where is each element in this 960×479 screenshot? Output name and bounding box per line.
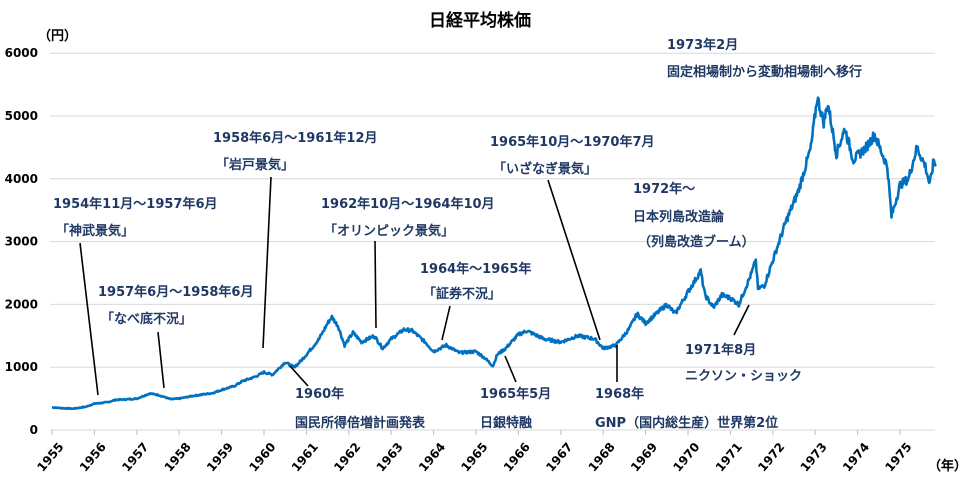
x-tick-label: 1970 — [670, 440, 702, 475]
y-tick-label: 3000 — [5, 235, 38, 249]
annotation-period: 1964年～1965年 — [420, 261, 531, 277]
x-tick-label: 1963 — [374, 440, 406, 475]
leader-line-izanagi — [547, 179, 601, 341]
annotation-period: 1973年2月 — [667, 37, 738, 53]
x-tick-label: 1973 — [798, 440, 830, 475]
leader-line-iwato — [262, 176, 272, 349]
x-tick-label: 1962 — [331, 440, 363, 475]
x-tick-label: 1955 — [34, 440, 66, 475]
leader-line-income-doubling — [289, 365, 309, 387]
annotation-period: 1962年10月～1964年10月 — [321, 196, 495, 212]
y-tick-label: 5000 — [5, 109, 38, 123]
annotation-label: （列島改造ブーム） — [638, 234, 755, 250]
x-tick-label: 1966 — [501, 440, 533, 475]
leader-line-boj — [504, 355, 517, 383]
y-axis-unit: （円） — [38, 28, 77, 44]
annotation-period: 1958年6月～1961年12月 — [213, 130, 378, 146]
y-tick-label: 1000 — [5, 360, 38, 374]
leader-line-nabezoko — [157, 331, 165, 389]
annotation-label: ニクソン・ショック — [685, 369, 802, 384]
x-tick-label: 1957 — [119, 440, 151, 475]
x-tick-label: 1972 — [755, 440, 787, 475]
y-tick-label: 0 — [30, 423, 38, 437]
y-tick-label: 4000 — [5, 172, 38, 186]
x-tick-label: 1961 — [289, 440, 321, 475]
annotation-period: 1965年10月～1970年7月 — [490, 134, 655, 150]
annotation-label: GNP（国内総生産）世界第2位 — [595, 415, 778, 431]
x-axis-unit: （年） — [928, 458, 960, 474]
leader-line-olympic — [374, 240, 377, 329]
chart-title: 日経平均株価 — [429, 10, 531, 31]
x-tick-label: 1965 — [458, 440, 490, 475]
annotation-label: 固定相場制から変動相場制へ移行 — [667, 64, 862, 80]
y-tick-label: 2000 — [5, 297, 38, 311]
x-tick-label: 1974 — [840, 440, 872, 475]
y-tick-label: 6000 — [5, 46, 38, 60]
annotation-label: 「神武景気」 — [56, 223, 134, 239]
x-tick-label: 1969 — [628, 440, 660, 475]
annotation-label: 「オリンピック景気」 — [324, 223, 454, 239]
x-tick-label: 1964 — [416, 440, 448, 475]
annotation-period: 1954年11月～1957年6月 — [53, 196, 218, 212]
annotation-period: 1971年8月 — [685, 342, 756, 358]
annotation-label: 国民所得倍増計画発表 — [295, 415, 426, 431]
annotation-label: 「岩戸景気」 — [216, 157, 294, 173]
leader-line-securities — [441, 305, 451, 341]
x-tick-label: 1967 — [543, 440, 575, 475]
annotation-period: 1968年 — [595, 386, 644, 402]
x-tick-label: 1959 — [204, 440, 236, 475]
x-tick-label: 1968 — [586, 440, 618, 475]
annotation-label: 「いざなぎ景気」 — [493, 161, 597, 177]
x-tick-label: 1971 — [713, 440, 745, 475]
annotation-period: 1960年 — [295, 386, 344, 402]
leader-line-nixon — [733, 304, 750, 336]
x-tick-label: 1975 — [882, 440, 914, 475]
annotation-period: 1972年～ — [633, 181, 695, 197]
annotation-label: 日本列島改造論 — [633, 209, 725, 225]
x-tick-label: 1960 — [246, 440, 278, 475]
x-tick-label: 1958 — [162, 440, 194, 475]
annotation-period: 1965年5月 — [480, 386, 551, 402]
leader-line-jimmu — [79, 242, 99, 396]
x-tick-label: 1956 — [77, 440, 109, 475]
annotation-label: 日銀特融 — [480, 415, 532, 431]
annotation-label: 「なべ底不況」 — [101, 311, 192, 327]
annotation-period: 1957年6月～1958年6月 — [98, 284, 253, 300]
nikkei-price-line — [51, 96, 937, 411]
annotations: 1954年11月～1957年6月 「神武景気」 1957年6月～1958年6月 … — [53, 37, 862, 431]
leader-lines — [79, 176, 750, 396]
annotation-label: 「証券不況」 — [423, 286, 501, 302]
